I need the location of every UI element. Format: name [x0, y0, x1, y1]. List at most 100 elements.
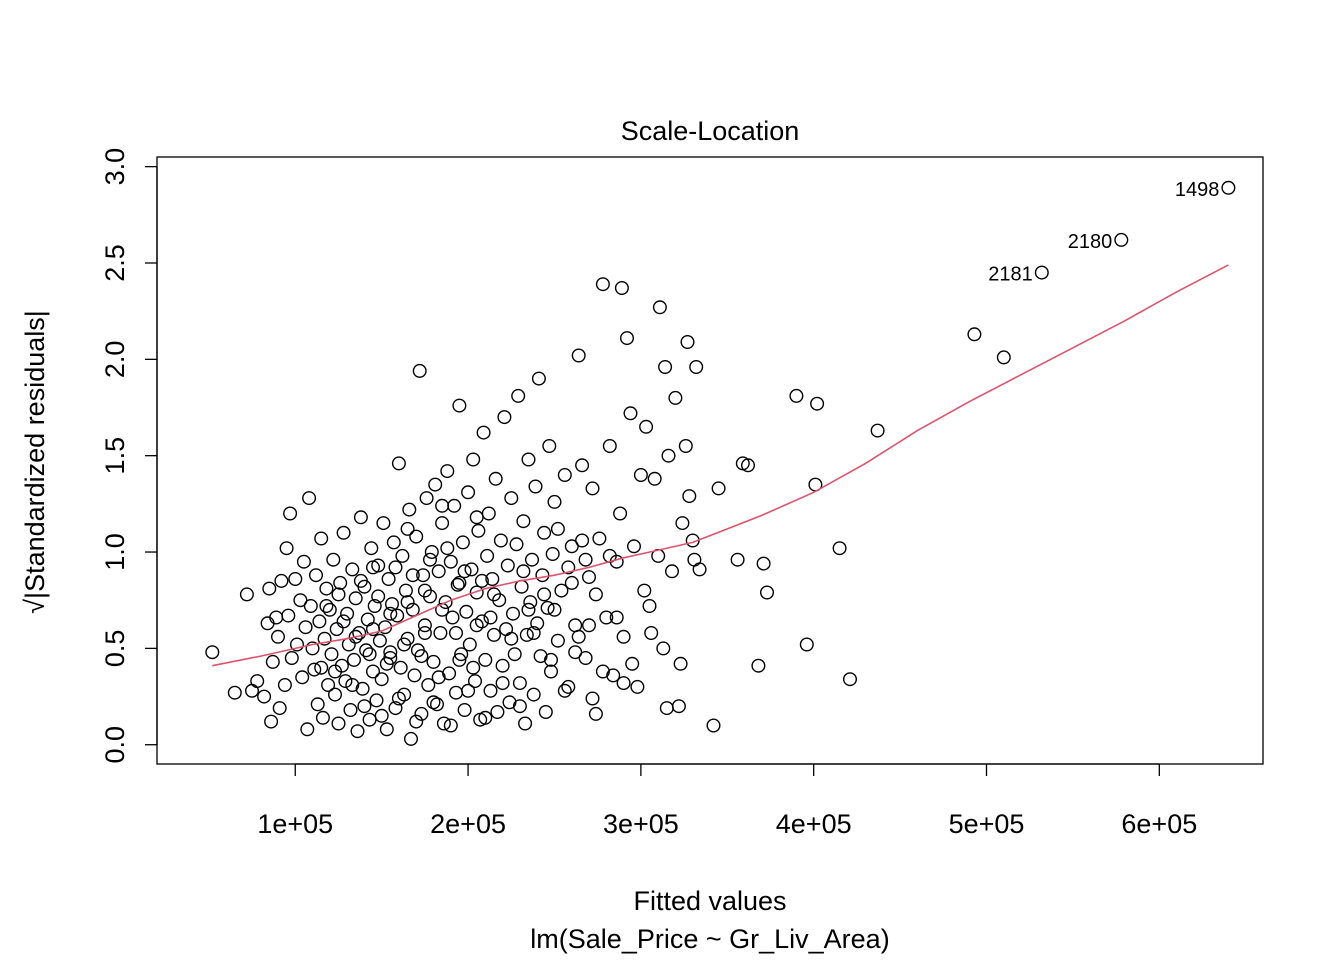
data-point [466, 660, 481, 675]
data-point [673, 656, 688, 671]
data-point [452, 652, 467, 667]
data-point [689, 360, 704, 375]
data-point [540, 600, 555, 615]
data-point [557, 468, 572, 483]
data-point [495, 658, 510, 673]
y-axis-label-text: |Standardized residuals| [20, 310, 50, 599]
x-tick-label: 6e+05 [1121, 809, 1197, 839]
data-point [711, 481, 726, 496]
y-axis-label: √|Standardized residuals| [20, 310, 50, 614]
data-point [544, 664, 559, 679]
data-point [404, 731, 419, 746]
data-point [409, 529, 424, 544]
outlier-label: 2180 [1068, 231, 1113, 253]
data-point [355, 681, 370, 696]
data-point [395, 548, 410, 563]
data-point [423, 552, 438, 567]
data-point [383, 606, 398, 621]
data-point [343, 703, 358, 718]
data-point [331, 587, 346, 602]
data-point [436, 716, 451, 731]
data-point [357, 699, 372, 714]
y-tick-label: 1.5 [100, 437, 130, 475]
data-point [459, 604, 474, 619]
data-point [652, 300, 667, 315]
data-point [376, 516, 391, 531]
data-point [293, 593, 308, 608]
data-point [298, 620, 313, 635]
data-point [414, 649, 429, 664]
data-point [257, 689, 272, 704]
data-point [544, 652, 559, 667]
data-point [637, 583, 652, 598]
data-point [383, 645, 398, 660]
data-point [461, 683, 476, 698]
data-point [599, 610, 614, 625]
data-point [372, 633, 387, 648]
data-point [452, 575, 467, 590]
data-point [799, 637, 814, 652]
data-point [250, 674, 265, 689]
data-point [398, 583, 413, 598]
data-point [359, 643, 374, 658]
data-point [296, 554, 311, 569]
data-point [340, 606, 355, 621]
data-point [471, 523, 486, 538]
data-point [644, 626, 659, 641]
data-point [419, 491, 434, 506]
y-tick-label: 0.5 [100, 630, 130, 668]
data-point [336, 525, 351, 540]
data-point [348, 591, 363, 606]
data-point [402, 502, 417, 517]
data-point [789, 388, 804, 403]
data-point [616, 676, 631, 691]
data-point [585, 691, 600, 706]
data-point [633, 468, 648, 483]
x-axis-label: Fitted values [633, 886, 786, 916]
data-point [1114, 232, 1129, 247]
data-point [331, 716, 346, 731]
data-point [571, 629, 586, 644]
data-point [388, 560, 403, 575]
data-point [431, 670, 446, 685]
data-point [521, 452, 536, 467]
data-point [314, 660, 329, 675]
data-point [336, 614, 351, 629]
data-point [374, 708, 389, 723]
data-point [542, 439, 557, 454]
data-point [526, 687, 541, 702]
data-point [557, 683, 572, 698]
data-point [348, 629, 363, 644]
data-point [537, 525, 552, 540]
data-point [575, 533, 590, 548]
y-tick-label: 2.0 [100, 341, 130, 379]
data-point [315, 710, 330, 725]
data-point [322, 602, 337, 617]
data-point [457, 703, 472, 718]
x-tick-label: 1e+05 [257, 809, 333, 839]
data-point [407, 668, 422, 683]
data-point [490, 705, 505, 720]
data-point [585, 481, 600, 496]
y-tick-label: 2.5 [100, 244, 130, 282]
y-tick-label: 1.0 [100, 533, 130, 571]
data-point [405, 602, 420, 617]
data-point [239, 587, 254, 602]
data-point [578, 651, 593, 666]
data-point [495, 676, 510, 691]
data-point [588, 706, 603, 721]
data-point [469, 618, 484, 633]
data-point [680, 335, 695, 350]
data-point [345, 678, 360, 693]
data-point [656, 641, 671, 656]
data-point [445, 610, 460, 625]
data-point [371, 589, 386, 604]
data-point [352, 626, 367, 641]
data-point [329, 622, 344, 637]
data-point [535, 568, 550, 583]
data-point [353, 573, 368, 588]
y-tick-label: 3.0 [100, 148, 130, 186]
data-point [309, 568, 324, 583]
chart-title: Scale-Location [621, 116, 800, 146]
data-point [431, 564, 446, 579]
